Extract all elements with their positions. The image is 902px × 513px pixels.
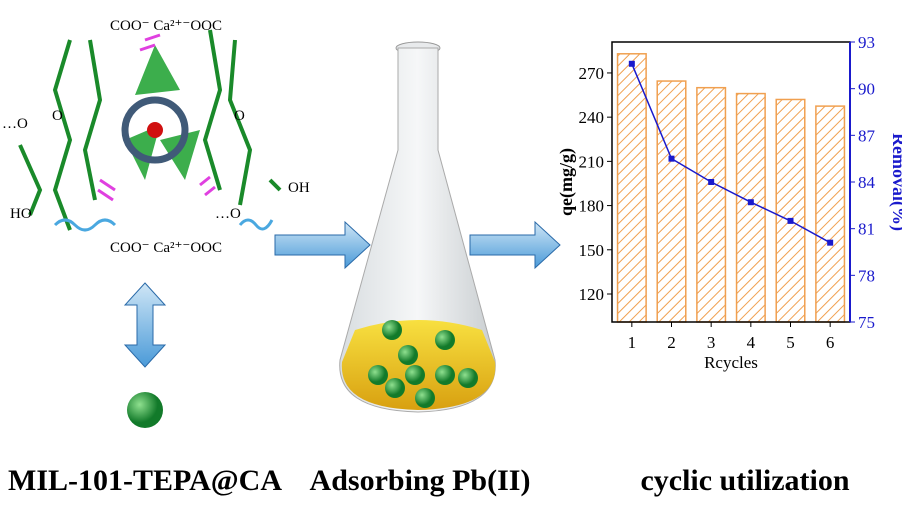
bar — [696, 86, 727, 323]
point — [628, 60, 635, 67]
arrow — [469, 220, 561, 270]
y2-tick-label: 84 — [858, 173, 876, 192]
bar — [656, 80, 687, 323]
caption: Adsorbing Pb(II) — [310, 464, 531, 497]
bar — [735, 92, 766, 323]
y2-axis-label: Removal(%) — [888, 133, 902, 231]
double-arrow — [123, 282, 167, 368]
x-tick-label: 6 — [826, 333, 835, 352]
flask — [339, 41, 496, 413]
caption: cyclic utilization — [640, 464, 849, 497]
bar — [616, 53, 647, 323]
mol-text: COO⁻ Ca²⁺⁻OOC — [110, 240, 222, 256]
mol-text: OH — [288, 180, 310, 196]
point — [787, 217, 794, 224]
y2-tick-label: 78 — [858, 266, 875, 285]
structure — [18, 29, 282, 231]
chart: 1 2 3 4 5 6 120 150 180 210 240 270 75 78 81 84 87 90 93 Rc… — [556, 33, 902, 372]
mol-text: O — [52, 108, 63, 124]
y-tick-label: 120 — [579, 285, 605, 304]
mol-text: O — [234, 108, 245, 124]
y-tick-label: 240 — [579, 108, 605, 127]
point — [708, 179, 715, 185]
y2-tick-label: 75 — [858, 313, 875, 332]
pb-ion — [127, 392, 163, 428]
y-tick-label: 150 — [579, 241, 605, 260]
point — [827, 239, 834, 246]
y-tick-label: 180 — [579, 197, 605, 216]
x-tick-label: 4 — [747, 333, 756, 352]
plot-frame — [611, 41, 851, 323]
point — [668, 155, 675, 162]
mol-text: HO — [10, 206, 32, 222]
y-axis-label: qe(mg/g) — [556, 148, 577, 216]
x-tick-label: 1 — [628, 333, 637, 352]
mof-cluster — [53, 33, 274, 232]
y2-tick-label: 90 — [858, 80, 875, 99]
caption: MIL-101-TEPA@CA — [8, 464, 282, 497]
point — [747, 199, 754, 206]
bar — [775, 98, 806, 323]
bar — [815, 105, 846, 323]
line — [631, 63, 831, 244]
y2-tick-label: 81 — [858, 220, 875, 239]
y2-tick-label: 87 — [858, 126, 876, 145]
x-tick-label: 2 — [667, 333, 676, 352]
mol-text: …O — [215, 206, 241, 222]
y-tick-label: 270 — [579, 64, 605, 83]
mol-text: …O — [2, 116, 28, 132]
mol-text: COO⁻ Ca²⁺⁻OOC — [110, 18, 222, 34]
y-tick-label: 210 — [579, 152, 605, 171]
x-tick-label: 3 — [707, 333, 716, 352]
y2-tick-label: 93 — [858, 33, 875, 52]
x-axis-label: Rcycles — [704, 353, 758, 372]
x-tick-label: 5 — [786, 333, 795, 352]
arrow — [274, 220, 371, 270]
